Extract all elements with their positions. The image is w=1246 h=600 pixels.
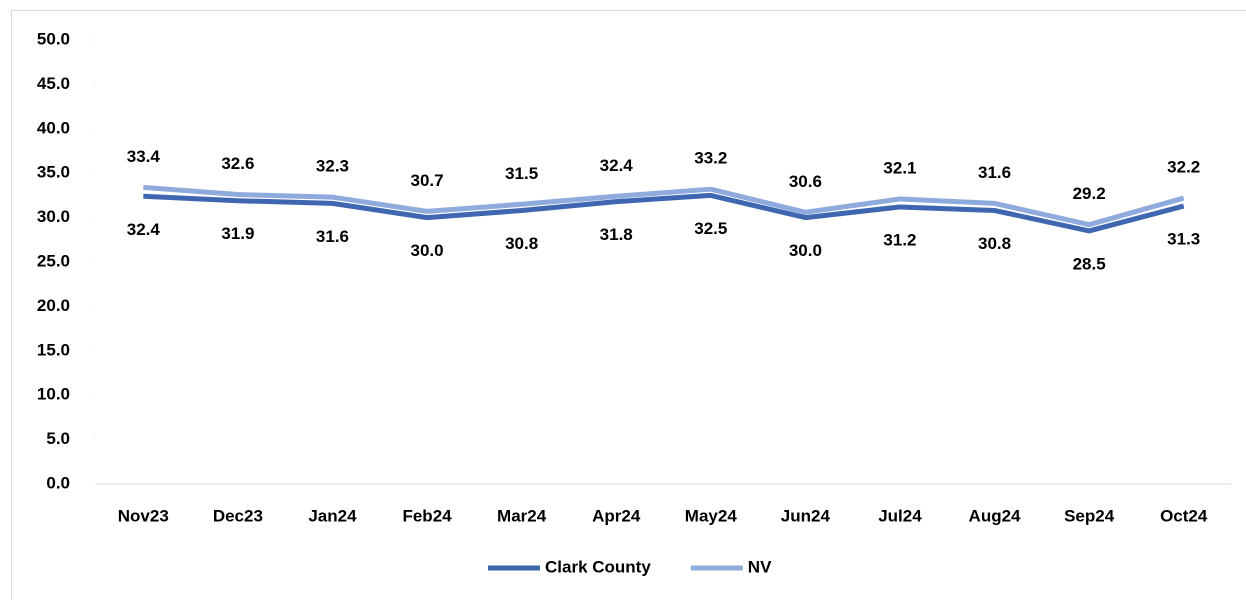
data-label: 32.1: [883, 158, 916, 177]
x-tick-label: Dec23: [213, 506, 263, 525]
data-label: 32.6: [221, 154, 254, 173]
data-label: 30.8: [978, 234, 1011, 253]
data-label: 31.8: [600, 225, 633, 244]
data-label: 32.3: [316, 157, 349, 176]
x-tick-label: Oct24: [1160, 506, 1208, 525]
data-label: 32.4: [127, 220, 161, 239]
x-tick-label: Mar24: [497, 506, 547, 525]
data-label: 29.2: [1073, 184, 1106, 203]
y-tick-label: 35.0: [37, 163, 70, 182]
data-label: 33.2: [694, 149, 727, 168]
data-label: 32.4: [600, 156, 634, 175]
data-label: 31.5: [505, 164, 538, 183]
data-label: 31.6: [978, 163, 1011, 182]
y-tick-label: 45.0: [37, 74, 70, 93]
data-label: 32.5: [694, 219, 727, 238]
x-tick-label: Apr24: [592, 506, 641, 525]
data-label: 31.2: [883, 230, 916, 249]
series-line: [143, 192, 1185, 234]
data-label: 30.6: [789, 172, 822, 191]
y-tick-label: 20.0: [37, 296, 70, 315]
chart-frame: [11, 10, 1246, 600]
y-tick-label: 30.0: [37, 207, 70, 226]
x-tick-label: Aug24: [969, 506, 1022, 525]
data-label: 30.0: [789, 241, 822, 260]
x-tick-label: Sep24: [1064, 506, 1115, 525]
data-label: 30.0: [410, 241, 443, 260]
legend-label: Clark County: [545, 557, 651, 576]
x-tick-label: Feb24: [402, 506, 452, 525]
y-tick-label: 50.0: [37, 29, 70, 48]
y-tick-label: 40.0: [37, 118, 70, 137]
x-tick-label: Nov23: [118, 506, 169, 525]
data-label: 31.9: [221, 224, 254, 243]
y-tick-label: 5.0: [46, 429, 70, 448]
x-tick-label: Jun24: [781, 506, 831, 525]
data-label: 30.7: [410, 171, 443, 190]
x-tick-label: Jan24: [308, 506, 357, 525]
y-tick-label: 25.0: [37, 251, 70, 270]
data-label: 28.5: [1073, 254, 1106, 273]
series-line: [143, 184, 1185, 228]
x-tick-label: May24: [685, 506, 738, 525]
data-label: 30.8: [505, 234, 538, 253]
x-tick-label: Jul24: [878, 506, 922, 525]
data-label: 31.3: [1167, 230, 1200, 249]
data-label: 32.2: [1167, 158, 1200, 177]
y-tick-label: 0.0: [46, 473, 70, 492]
legend-label: NV: [748, 557, 772, 576]
data-label: 31.6: [316, 227, 349, 246]
data-label: 33.4: [127, 147, 161, 166]
y-tick-label: 15.0: [37, 340, 70, 359]
y-tick-label: 10.0: [37, 385, 70, 404]
